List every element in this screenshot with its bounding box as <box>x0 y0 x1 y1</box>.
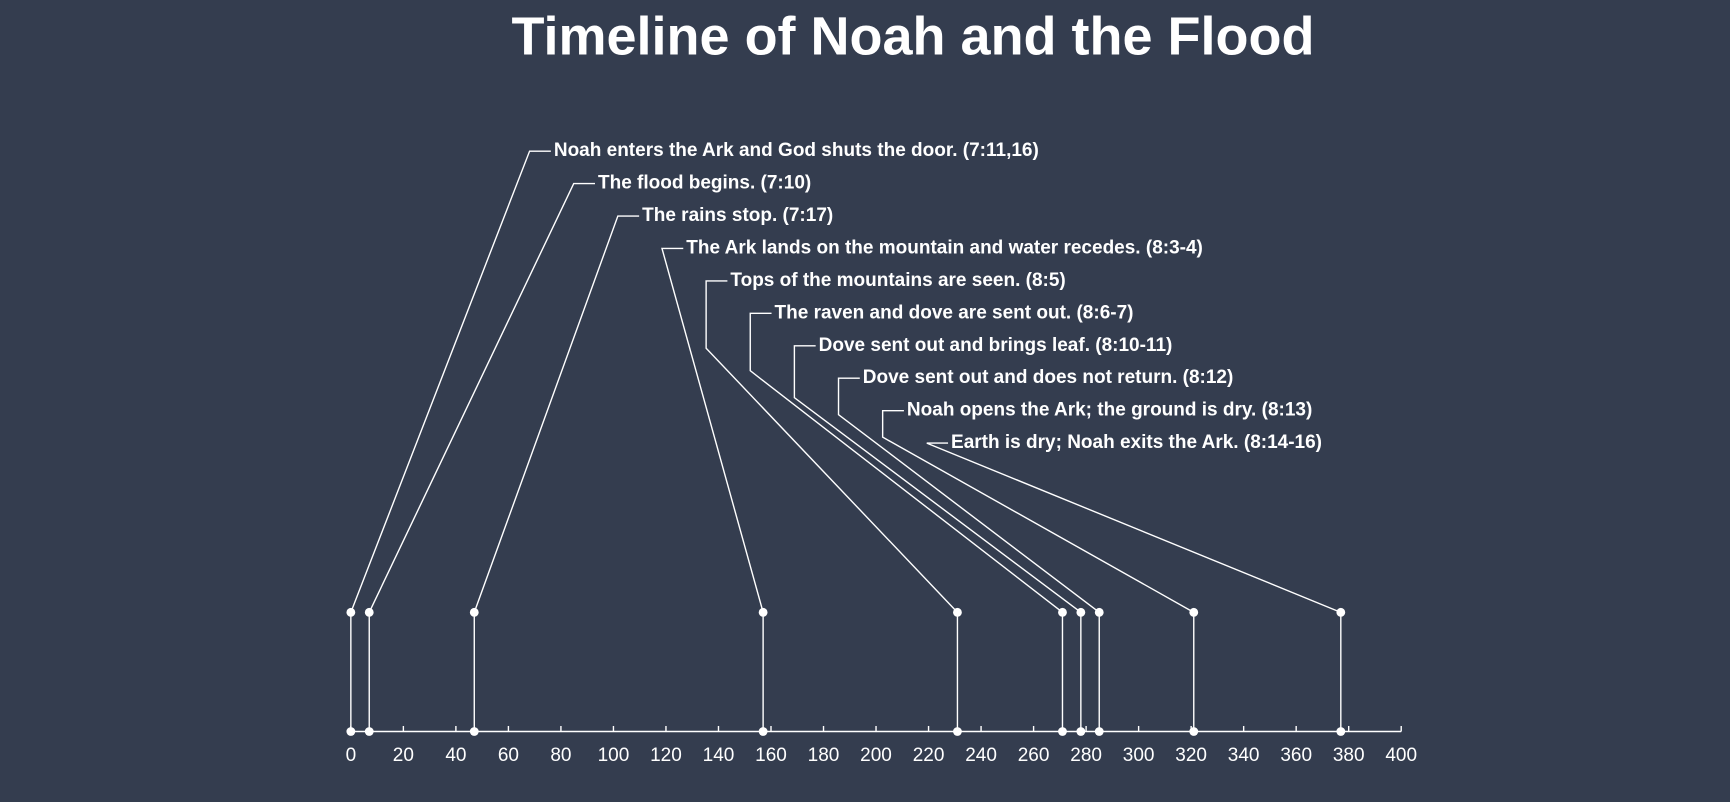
event-dot <box>1189 607 1199 617</box>
connector <box>837 377 1100 613</box>
event-dot <box>364 607 374 617</box>
event-label: Tops of the mountains are seen. (8:5) <box>730 270 1065 291</box>
axis-dot <box>758 727 768 736</box>
x-tick-label: 340 <box>1228 745 1260 766</box>
event-dot <box>1076 607 1086 617</box>
event-label: The flood begins. (7:10) <box>598 173 811 194</box>
event-label: Earth is dry; Noah exits the Ark. (8:14-… <box>951 432 1322 453</box>
x-tick-label: 240 <box>965 745 997 766</box>
connector <box>749 312 1063 613</box>
connector <box>350 150 551 613</box>
event-dot <box>469 607 479 617</box>
event-dot <box>346 607 356 617</box>
axis-dot <box>953 727 962 736</box>
connector <box>926 442 1342 613</box>
connector <box>661 247 764 613</box>
event-dot <box>953 607 962 617</box>
x-tick-label: 260 <box>1018 745 1050 766</box>
event-dot <box>758 607 768 617</box>
x-tick-label: 140 <box>703 745 735 766</box>
x-tick-label: 200 <box>860 745 892 766</box>
axis-dot <box>1189 727 1199 736</box>
x-tick-label: 400 <box>1385 745 1417 766</box>
event-label: Dove sent out and does not return. (8:12… <box>863 367 1234 388</box>
x-tick-label: 0 <box>346 745 357 766</box>
connector <box>368 182 595 613</box>
x-tick-label: 320 <box>1175 745 1207 766</box>
axis-dot <box>469 727 479 736</box>
x-tick-label: 20 <box>393 745 414 766</box>
x-tick-label: 380 <box>1333 745 1365 766</box>
event-label: Noah opens the Ark; the ground is dry. (… <box>907 400 1312 421</box>
event-label: The Ark lands on the mountain and water … <box>686 237 1203 258</box>
x-tick-label: 40 <box>445 745 466 766</box>
axis-dot <box>1058 727 1067 736</box>
x-tick-label: 300 <box>1123 745 1155 766</box>
connector <box>881 409 1195 613</box>
axis-dot <box>1094 727 1104 736</box>
connector <box>705 280 958 613</box>
x-tick-label: 360 <box>1280 745 1312 766</box>
x-tick-label: 60 <box>498 745 519 766</box>
event-label: Noah enters the Ark and God shuts the do… <box>554 140 1039 161</box>
axis-dot <box>1076 727 1086 736</box>
event-dot <box>1094 607 1104 617</box>
connector <box>793 345 1082 613</box>
event-label: Dove sent out and brings leaf. (8:10-11) <box>819 335 1173 356</box>
event-label: The raven and dove are sent out. (8:6-7) <box>775 302 1134 323</box>
x-tick-label: 180 <box>808 745 840 766</box>
x-tick-label: 80 <box>550 745 571 766</box>
axis-dot <box>1336 727 1346 736</box>
event-dot <box>1058 607 1067 617</box>
chart-title: Timeline of Noah and the Flood <box>511 6 1314 66</box>
x-tick-label: 280 <box>1070 745 1102 766</box>
x-tick-label: 160 <box>755 745 787 766</box>
event-label: The rains stop. (7:17) <box>642 205 833 226</box>
x-tick-label: 220 <box>913 745 945 766</box>
connector <box>473 215 640 613</box>
axis-dot <box>346 727 356 736</box>
x-tick-label: 120 <box>650 745 682 766</box>
event-dot <box>1336 607 1346 617</box>
axis-dot <box>364 727 374 736</box>
x-tick-label: 100 <box>598 745 630 766</box>
